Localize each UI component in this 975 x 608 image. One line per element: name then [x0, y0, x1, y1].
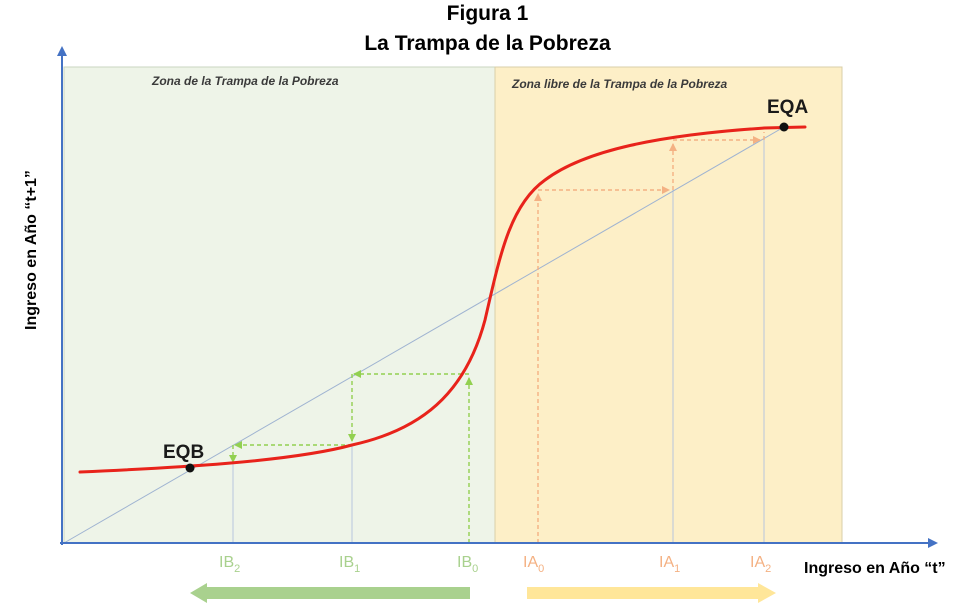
free-zone: [494, 66, 843, 544]
poor-path: [229, 370, 473, 543]
free-zone-label: Zona libre de la Trampa de la Pobreza: [511, 77, 728, 91]
tick-ia2: IA2: [750, 554, 771, 575]
poor-direction-arrow: [190, 583, 470, 603]
figure-title: La Trampa de la Pobreza: [364, 32, 611, 55]
x-axis-label: Ingreso en Año “t”: [804, 560, 946, 577]
guide-lines: [232, 140, 765, 543]
tick-ib2: IB2: [219, 554, 240, 575]
tick-ia0: IA0: [523, 554, 544, 575]
tick-ib1: IB1: [339, 554, 360, 575]
transition-curve: [78, 125, 807, 474]
eqa-point: [779, 122, 789, 132]
trap-zone: [63, 66, 496, 544]
y-axis-label: Ingreso en Año “t+1”: [23, 170, 40, 330]
rich-direction-arrow: [527, 583, 776, 603]
tick-ib0: IB0: [457, 554, 478, 575]
diagonal-line: [63, 126, 785, 544]
figure-label: Figura 1: [446, 2, 529, 25]
eqb-label: EQB: [163, 442, 204, 463]
trap-zone-label: Zona de la Trampa de la Pobreza: [151, 74, 339, 88]
eqa-label: EQA: [767, 97, 808, 118]
tick-ia1: IA1: [659, 554, 680, 575]
rich-path: [534, 132, 765, 543]
eqb-point: [185, 463, 195, 473]
